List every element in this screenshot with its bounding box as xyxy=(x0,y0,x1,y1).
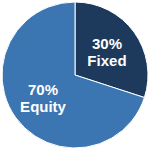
svg-text:Equity: Equity xyxy=(20,98,66,115)
svg-text:Fixed: Fixed xyxy=(87,52,126,69)
svg-text:30%: 30% xyxy=(92,35,122,52)
svg-text:70%: 70% xyxy=(28,81,58,98)
